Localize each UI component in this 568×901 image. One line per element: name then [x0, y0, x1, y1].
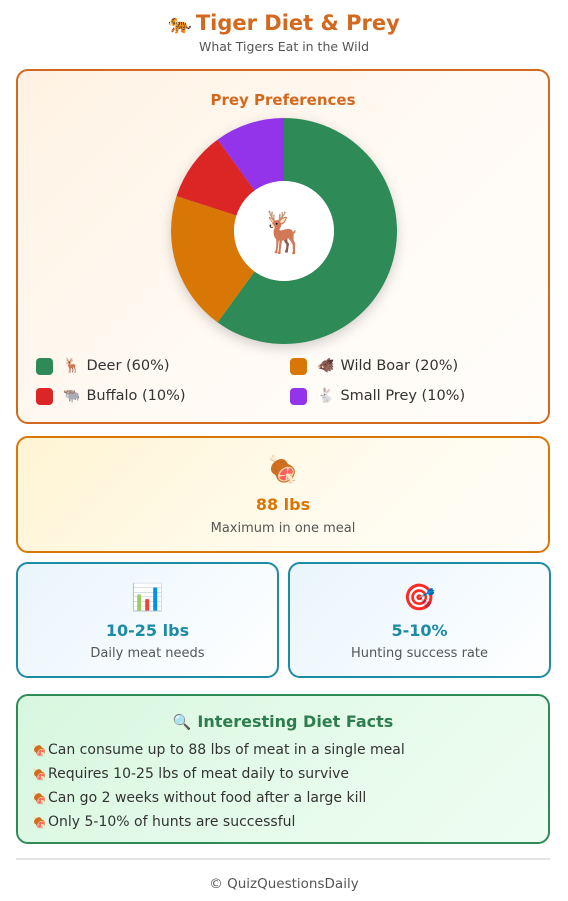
deer-icon: 🦌: [259, 210, 309, 256]
diet-facts-card: 🔍 Interesting Diet Facts 🍖 Can consume up …: [16, 694, 550, 844]
page-title-text: Tiger Diet & Prey: [195, 11, 400, 35]
fact-item: 🍖 Requires 10-25 lbs of meat daily to sur…: [32, 762, 548, 786]
max-meal-card: 🍖 88 lbs Maximum in one meal: [16, 436, 550, 553]
fact-text: Can go 2 weeks without food after a larg…: [48, 790, 367, 806]
legend-item-small-prey: 🐇 Small Prey (10%): [290, 385, 465, 407]
legend-item-deer: 🦌 Deer (60%): [36, 355, 170, 377]
tiger-icon: 🐅: [168, 13, 192, 35]
donut-center: [234, 181, 334, 281]
meat-bullet-icon: 🍖: [32, 791, 47, 805]
fact-item: 🍖 Can consume up to 88 lbs of meat in a s…: [32, 738, 548, 762]
fact-item: 🍖 Only 5-10% of hunts are successful: [32, 810, 548, 834]
legend-swatch: [290, 357, 307, 375]
bar-chart-icon: 📊: [131, 583, 164, 613]
legend-swatch: [290, 387, 307, 405]
footer-divider: [16, 858, 550, 860]
facts-list: 🍖 Can consume up to 88 lbs of meat in a s…: [18, 738, 548, 834]
meat-icon: 🍖: [266, 455, 300, 485]
fact-text: Can consume up to 88 lbs of meat in a si…: [48, 742, 405, 758]
max-meal-value: 88 lbs: [255, 495, 311, 514]
legend-label: Buffalo (10%): [86, 388, 186, 404]
facts-title: 🔍 Interesting Diet Facts: [18, 711, 548, 733]
target-icon: 🎯: [403, 583, 436, 613]
meat-bullet-icon: 🍖: [32, 815, 47, 829]
footer-credit: © QuizQuestionsDaily: [209, 876, 359, 892]
legend-item-wild-boar: 🐗 Wild Boar (20%): [290, 355, 458, 377]
legend-item-buffalo: 🐃 Buffalo (10%): [36, 385, 186, 407]
prey-donut-chart: [171, 118, 398, 344]
buffalo-icon: 🐃: [63, 388, 81, 404]
magnifier-icon: 🔍: [172, 713, 192, 731]
max-meal-label: Maximum in one meal: [210, 521, 356, 536]
donut-slice-buffalo: [176, 139, 255, 216]
donut-slice-wild-boar: [171, 196, 255, 323]
page-header: 🐅 Tiger Diet & Prey What Tigers Eat in th…: [0, 0, 568, 54]
daily-needs-label: Daily meat needs: [90, 646, 205, 661]
daily-needs-card: 📊 10-25 lbs Daily meat needs: [16, 562, 279, 678]
chart-legend: 🦌 Deer (60%) 🐗 Wild Boar (20%) 🐃 Buffalo (10%…: [36, 355, 536, 415]
page-subtitle: What Tigers Eat in the Wild: [198, 39, 370, 54]
fact-text: Only 5-10% of hunts are successful: [48, 814, 296, 830]
facts-title-text: Interesting Diet Facts: [197, 712, 394, 731]
donut-slice-small-prey: [217, 118, 284, 191]
chart-title: Prey Preferences: [210, 91, 356, 109]
wild-boar-icon: 🐗: [317, 358, 335, 374]
hunting-success-label: Hunting success rate: [351, 646, 488, 661]
daily-needs-value: 10-25 lbs: [105, 621, 190, 640]
meat-bullet-icon: 🍖: [32, 743, 47, 757]
donut-slice-deer: [217, 118, 398, 344]
hunting-success-value: 5-10%: [391, 621, 448, 640]
meat-bullet-icon: 🍖: [32, 767, 47, 781]
legend-swatch: [36, 357, 53, 375]
page-title: 🐅 Tiger Diet & Prey: [0, 10, 568, 36]
small-prey-icon: 🐇: [317, 388, 335, 404]
deer-icon: 🦌: [63, 358, 81, 374]
hunting-success-card: 🎯 5-10% Hunting success rate: [288, 562, 551, 678]
legend-label: Deer (60%): [86, 358, 170, 374]
fact-text: Requires 10-25 lbs of meat daily to surv…: [48, 766, 350, 782]
prey-chart-card: Prey Preferences 🦌 🦌 Deer (60%) 🐗 Wild Boar…: [16, 69, 550, 424]
legend-label: Wild Boar (20%): [340, 358, 459, 374]
legend-label: Small Prey (10%): [340, 388, 466, 404]
fact-item: 🍖 Can go 2 weeks without food after a lar…: [32, 786, 548, 810]
legend-swatch: [36, 387, 53, 405]
